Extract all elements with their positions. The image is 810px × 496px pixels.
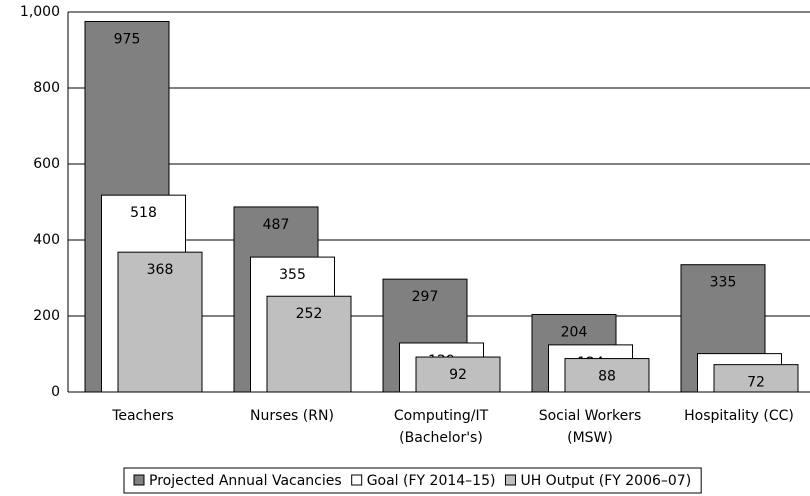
legend-box (123, 467, 702, 494)
x-tick-label: Teachers (111, 408, 174, 424)
bar (564, 358, 650, 393)
y-tick-label: 1,000 (20, 4, 60, 20)
y-tick-label: 600 (33, 156, 60, 172)
data-label: 204 (561, 324, 588, 340)
bar (713, 364, 799, 393)
data-label: 92 (449, 367, 467, 383)
data-label: 297 (412, 289, 439, 305)
bar (415, 356, 501, 393)
legend-label: Goal (FY 2014–15) (367, 473, 496, 489)
data-label: 487 (263, 217, 290, 233)
data-label: 335 (710, 275, 737, 291)
x-tick-label: Hospitality (CC) (684, 408, 794, 424)
data-label: 975 (114, 32, 141, 48)
legend-label: UH Output (FY 2006–07) (520, 473, 691, 489)
data-label: 88 (598, 369, 616, 385)
bar (266, 295, 352, 393)
data-label: 355 (279, 267, 306, 283)
y-tick-label: 200 (33, 308, 60, 324)
data-label: 72 (747, 375, 765, 391)
x-tick-label: Nurses (RN) (250, 408, 334, 424)
y-tick-label: 0 (51, 384, 60, 400)
legend: Projected Annual Vacancies Goal (FY 2014–… (123, 467, 702, 494)
x-tick-label: Social Workers (MSW) (539, 408, 642, 446)
x-tick-label: Computing/IT (Bachelor's) (394, 408, 489, 446)
legend-swatch (133, 474, 145, 486)
legend-label: Projected Annual Vacancies (149, 473, 342, 489)
legend-swatch (351, 474, 363, 486)
legend-swatch (504, 474, 516, 486)
y-tick-label: 400 (33, 232, 60, 248)
data-label: 368 (147, 262, 174, 278)
data-label: 252 (296, 306, 323, 322)
data-label: 518 (130, 205, 157, 221)
y-tick-label: 800 (33, 80, 60, 96)
bar (117, 251, 203, 393)
